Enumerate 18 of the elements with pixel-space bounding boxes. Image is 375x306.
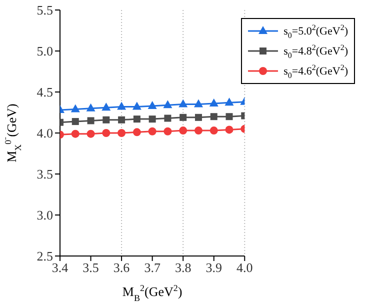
legend-label: s$_{0}$=5.0$^{2}$(GeV$^{2}$)	[284, 22, 348, 40]
y-tick-label: 4.0	[36, 126, 53, 141]
x-tick-label: 3.5	[82, 260, 99, 276]
y-tick-label: 2.5	[36, 248, 53, 264]
x-tick-label: 3.8	[174, 260, 192, 276]
legend-label: s$_{0}$=4.6$^{2}$(GeV$^{2}$)	[284, 62, 348, 80]
y-tick-label: 5.5	[36, 2, 53, 18]
y-tick-label: 4.5	[36, 84, 53, 100]
x-tick-label: 4.0	[236, 260, 253, 276]
y-tick-label: 5.0	[36, 44, 53, 59]
x-tick-label: 3.7	[144, 260, 161, 276]
y-tick-label: 3.5	[36, 166, 53, 182]
x-axis-title: M$_{B}$$^{2}$(GeV$^{2}$)	[122, 283, 182, 303]
legend-label: s$_{0}$=4.8$^{2}$(GeV$^{2}$)	[284, 42, 348, 60]
x-tick-label: 3.9	[206, 260, 222, 276]
x-tick-label: 3.6	[113, 260, 130, 276]
y-tick-label: 3.0	[36, 208, 53, 223]
x-tick-label: 3.4	[52, 260, 69, 276]
